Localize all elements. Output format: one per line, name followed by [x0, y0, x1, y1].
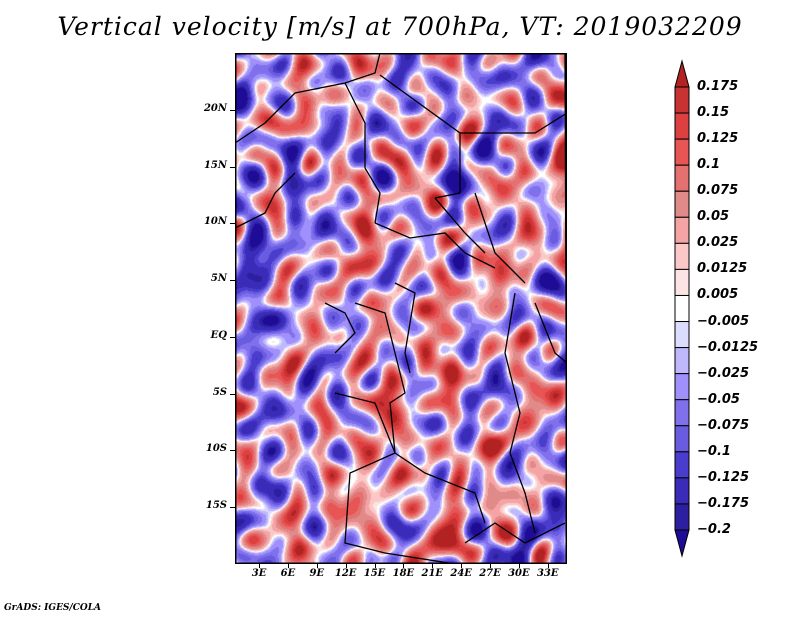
lon-tick-label: 24E: [450, 568, 472, 579]
lat-tick: [230, 109, 235, 111]
lon-tick: [490, 564, 491, 568]
border-line: [354, 302, 486, 524]
lon-tick-label: 27E: [479, 568, 501, 579]
lat-tick-label: 10N: [203, 216, 227, 228]
lat-tick: [230, 393, 235, 395]
border-line: [394, 282, 416, 374]
border-line: [235, 53, 381, 144]
colorbar-swatch: [674, 451, 690, 479]
lat-tick: [230, 336, 235, 338]
lon-tick: [259, 564, 261, 568]
colorbar-label: −0.075: [697, 417, 750, 433]
lon-tick-label: 33E: [536, 568, 559, 579]
lon-tick-label: 18E: [392, 568, 415, 579]
colorbar-swatch: [674, 321, 690, 349]
lat-tick: [230, 507, 235, 509]
chart-title: Vertical velocity [m/s] at 700hPa, VT: 2…: [57, 12, 743, 41]
colorbar-label: −0.175: [697, 495, 750, 511]
colorbar-swatch: [674, 164, 690, 192]
border-line: [464, 522, 566, 544]
lon-tick: [345, 564, 347, 568]
lat-tick: [230, 450, 235, 452]
colorbar-min-arrow: [674, 529, 690, 558]
colorbar-label: −0.025: [697, 365, 750, 381]
lon-tick: [547, 564, 549, 568]
border-line: [334, 392, 456, 564]
colorbar-swatch: [674, 425, 690, 453]
lat-tick-label: 5N: [210, 273, 227, 285]
colorbar-label: 0.125: [697, 131, 739, 147]
lat-tick-label: 5S: [212, 386, 227, 398]
lon-tick: [316, 564, 318, 568]
colorbar-swatch: [674, 477, 690, 505]
lon-tick: [461, 564, 463, 568]
lon-tick-label: 30E: [508, 568, 530, 579]
lon-tick: [432, 564, 434, 568]
colorbar-label: 0.1: [697, 157, 721, 173]
lon-tick-label: 3E: [251, 568, 267, 579]
colorbar-swatch: [674, 86, 690, 114]
colorbar-label: −0.0125: [697, 339, 759, 355]
colorbar-swatch: [674, 112, 690, 140]
colorbar-swatch: [674, 503, 690, 531]
map-frame: [235, 53, 567, 564]
colorbar-label: 0.0125: [697, 261, 748, 277]
velocity-map: [235, 53, 567, 564]
lat-tick: [230, 223, 235, 225]
colorbar-label: 0.175: [697, 79, 739, 94]
border-line: [474, 192, 526, 284]
lat-tick-label: 20N: [203, 102, 227, 114]
border-line: [324, 302, 356, 354]
border-line: [504, 292, 536, 534]
colorbar-label: −0.125: [697, 469, 750, 485]
lon-tick-label: 12E: [334, 568, 357, 579]
lat-tick-label: 15N: [203, 159, 227, 171]
colorbar-swatch: [674, 347, 690, 375]
lon-tick-label: 9E: [309, 568, 325, 579]
lat-tick-label: EQ: [210, 329, 227, 341]
colorbar-label: 0.075: [697, 183, 739, 199]
border-line: [235, 172, 296, 229]
colorbar-swatch: [674, 294, 690, 323]
lat-tick-label: 10S: [205, 443, 227, 455]
colorbar-max-arrow: [674, 59, 690, 88]
colorbar-label: 0.15: [697, 105, 730, 121]
border-line: [534, 302, 567, 364]
border-line: [374, 222, 496, 269]
colorbar-swatch: [674, 190, 690, 218]
lat-tick-label: 15S: [205, 500, 227, 512]
lon-tick-label: 21E: [421, 568, 444, 579]
colorbar-swatch: [674, 216, 690, 244]
colorbar-swatch: [674, 242, 690, 270]
border-line: [344, 82, 381, 224]
lat-tick: [230, 166, 235, 168]
lon-tick: [287, 564, 289, 568]
grads-credit: GrADS: IGES/COLA: [4, 603, 102, 613]
lon-tick-label: 6E: [280, 568, 296, 579]
border-line: [379, 74, 461, 199]
lat-tick: [230, 280, 235, 282]
colorbar-label: −0.05: [697, 391, 740, 407]
colorbar-label: −0.2: [697, 522, 731, 537]
colorbar-swatch: [674, 138, 690, 166]
colorbar: [674, 59, 690, 558]
border-line: [434, 197, 486, 254]
colorbar-label: 0.025: [697, 235, 739, 251]
country-borders: [235, 53, 567, 564]
border-line: [460, 112, 567, 134]
colorbar-swatch: [674, 399, 690, 427]
lon-tick: [518, 564, 520, 568]
colorbar-swatch: [674, 373, 690, 401]
colorbar-label: −0.005: [697, 313, 750, 329]
lon-tick: [374, 564, 376, 568]
colorbar-label: 0.005: [697, 287, 739, 303]
colorbar-swatch: [674, 268, 690, 296]
lon-tick-label: 15E: [363, 568, 386, 579]
colorbar-label: 0.05: [697, 209, 730, 225]
colorbar-label: −0.1: [697, 443, 731, 459]
lon-tick: [403, 564, 405, 568]
